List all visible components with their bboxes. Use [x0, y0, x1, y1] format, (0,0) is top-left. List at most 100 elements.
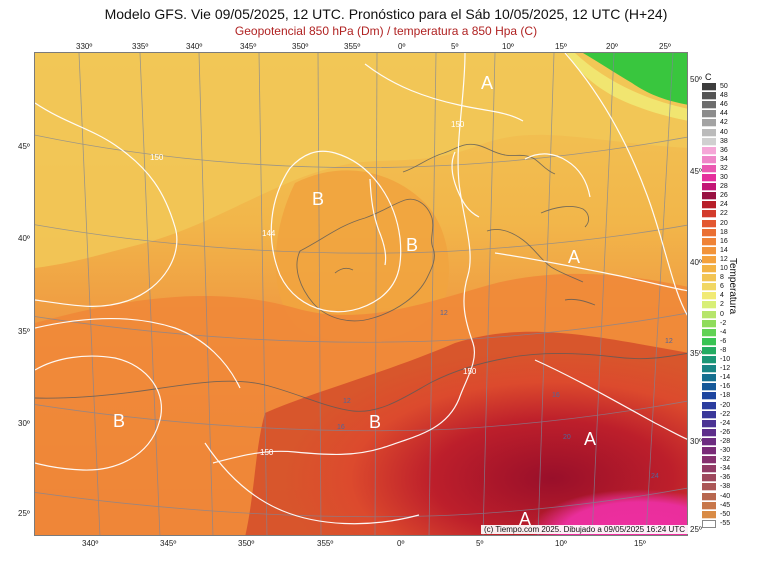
legend-swatch: [702, 237, 716, 246]
left-latitude-tick: 35º: [18, 327, 30, 336]
legend-value: -20: [720, 401, 731, 409]
legend-value: -50: [720, 510, 731, 518]
legend-swatch: [702, 328, 716, 337]
legend-swatch: [702, 83, 716, 91]
top-longitude-tick: 345º: [240, 42, 257, 51]
temperature-legend: 50 48 46 44 42 40 38 36 34 32 30 28 26 24 22 20 18 16 14 12…: [702, 83, 738, 531]
legend-value: -22: [720, 410, 731, 418]
legend-swatch: [702, 374, 716, 383]
legend-value: 2: [720, 301, 724, 309]
temperature-label: 12: [665, 338, 673, 345]
pressure-center-labels: A B B A B B A A: [113, 73, 596, 529]
legend-value: 12: [720, 255, 728, 263]
left-latitude-tick: 45º: [18, 142, 30, 151]
legend-value: 34: [720, 155, 728, 163]
contour-label-group: 150 150 144 150 150: [150, 120, 477, 457]
top-longitude-tick: 335º: [132, 42, 149, 51]
graticule: [35, 53, 687, 535]
legend-value: 48: [720, 92, 728, 100]
geopotential-contours: [35, 53, 687, 525]
legend-value: 4: [720, 292, 724, 300]
left-latitude-tick: 25º: [18, 509, 30, 518]
legend-swatch: [702, 119, 716, 128]
legend-value: -38: [720, 483, 731, 491]
top-longitude-tick: 25º: [659, 42, 671, 51]
legend-value: -2: [720, 319, 727, 327]
page-title: Modelo GFS. Vie 09/05/2025, 12 UTC. Pron…: [104, 6, 668, 22]
high-pressure-label: A: [568, 247, 580, 267]
legend-value: 6: [720, 283, 724, 291]
legend-value: 50: [720, 83, 728, 90]
legend-swatch: [702, 183, 716, 192]
legend-value: 38: [720, 137, 728, 145]
legend-value: 32: [720, 164, 728, 172]
legend-value: -12: [720, 365, 731, 373]
legend-swatch: [702, 456, 716, 465]
high-pressure-label: A: [584, 429, 596, 449]
legend-swatch: [702, 419, 716, 428]
legend-swatch: [702, 164, 716, 173]
legend-swatch: [702, 319, 716, 328]
legend-value: 22: [720, 210, 728, 218]
temperature-label: 20: [563, 434, 571, 441]
northwest-yellow-area: [35, 53, 687, 268]
right-latitude-tick: 40º: [690, 258, 702, 267]
bottom-longitude-tick: 340º: [82, 539, 99, 548]
contour-label: 150: [150, 153, 164, 162]
map-subtitle: Geopotencial 850 hPa (Dm) / temperatura …: [234, 24, 538, 38]
legend-swatch: [702, 246, 716, 255]
map-canvas: 150 150 144 150 150 12 12 12 16 16 20 24…: [35, 53, 687, 535]
contour-label: 150: [260, 448, 274, 457]
low-pressure-label: B: [406, 235, 418, 255]
bottom-longitude-tick: 0º: [397, 539, 405, 548]
legend-value: -24: [720, 419, 731, 427]
legend-swatch: [702, 365, 716, 374]
legend-swatch: [702, 228, 716, 237]
eastern-europe-green-area: [583, 53, 687, 105]
top-longitude-tick: 355º: [344, 42, 361, 51]
legend-value: -55: [720, 519, 731, 527]
legend-value: 26: [720, 192, 728, 200]
legend-value: 40: [720, 128, 728, 136]
legend-value: -32: [720, 456, 731, 464]
bottom-longitude-tick: 350º: [238, 539, 255, 548]
top-longitude-tick: 15º: [555, 42, 567, 51]
temperature-label: 12: [343, 398, 351, 405]
legend-swatch: [702, 274, 716, 283]
legend-value: -45: [720, 501, 731, 509]
top-longitude-tick: 340º: [186, 42, 203, 51]
legend-unit: C: [705, 72, 712, 82]
legend-swatch: [702, 101, 716, 110]
right-latitude-tick: 45º: [690, 167, 702, 176]
legend-value: 30: [720, 174, 728, 181]
sahara-magenta-area: [415, 431, 687, 535]
legend-value: -6: [720, 337, 727, 345]
bottom-longitude-tick: 15º: [634, 539, 646, 548]
legend-value: -18: [720, 392, 731, 400]
legend-swatch: [702, 346, 716, 355]
legend-swatch: [702, 447, 716, 455]
legend-swatch: [702, 401, 716, 410]
legend-value: 16: [720, 237, 728, 245]
low-pressure-label: B: [369, 412, 381, 432]
high-pressure-label: A: [481, 73, 493, 93]
legend-swatch: [702, 137, 716, 146]
legend-swatch: [702, 492, 716, 501]
legend-swatch: [702, 155, 716, 164]
legend-swatch: [702, 519, 716, 528]
legend-swatch: [702, 356, 716, 364]
legend-swatch: [702, 410, 716, 419]
right-latitude-tick: 25º: [690, 525, 702, 534]
legend-swatch: [702, 265, 716, 273]
right-latitude-tick: 30º: [690, 437, 702, 446]
legend-value: -28: [720, 437, 731, 445]
temperature-label-group: 12 12 12 16 16 20 24: [337, 310, 673, 480]
legend-swatch: [702, 110, 716, 119]
legend-value: 44: [720, 110, 728, 118]
legend-value: 28: [720, 183, 728, 191]
legend-value: 42: [720, 119, 728, 127]
left-latitude-tick: 30º: [18, 419, 30, 428]
legend-value: -16: [720, 383, 731, 391]
legend-value: 24: [720, 201, 728, 209]
legend-swatch: [702, 465, 716, 474]
